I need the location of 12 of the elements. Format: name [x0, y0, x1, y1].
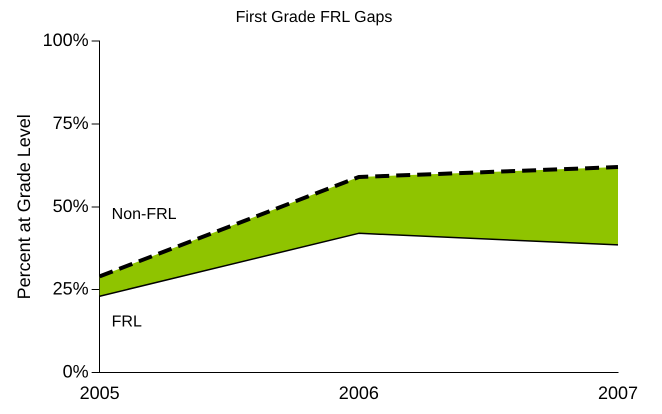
x-tick-label: 2005 — [80, 383, 120, 404]
y-tick-label: 100% — [42, 30, 89, 50]
y-tick-label: 50% — [52, 196, 89, 216]
series-label: Non-FRL — [112, 206, 177, 223]
x-tick-label: 2007 — [598, 383, 638, 404]
y-axis-title: Percent at Grade Level — [14, 114, 34, 300]
y-tick-label: 0% — [62, 361, 89, 382]
series-label: FRL — [112, 314, 142, 331]
x-tick-label: 2006 — [338, 383, 379, 404]
y-tick-label: 25% — [52, 278, 89, 299]
y-tick-label: 75% — [52, 112, 89, 133]
chart-title: First Grade FRL Gaps — [236, 9, 392, 26]
